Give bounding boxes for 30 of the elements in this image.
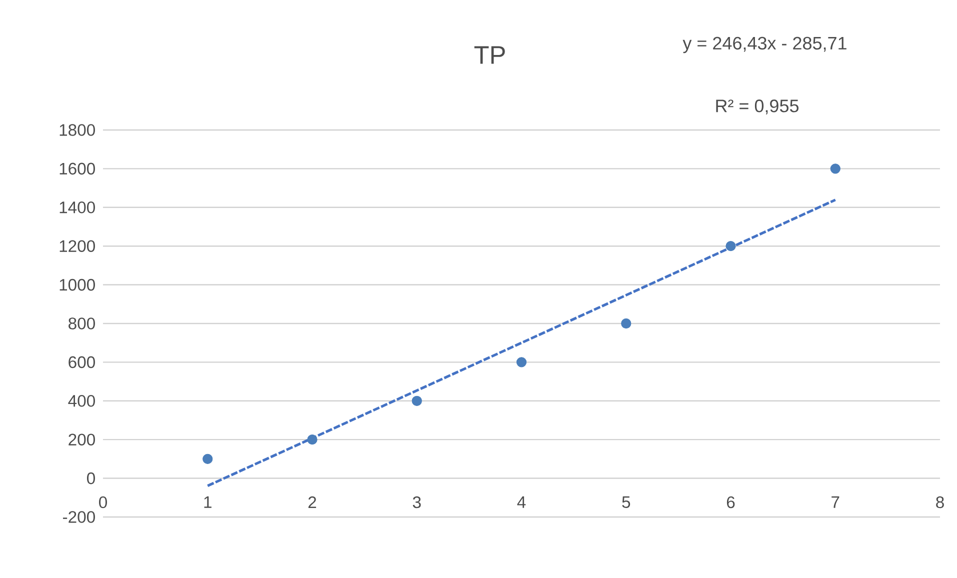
- y-tick-label: 200: [68, 434, 95, 446]
- point: [830, 164, 840, 174]
- point: [621, 318, 632, 329]
- x-tick-label: 4: [517, 496, 526, 508]
- x-tick-label: 6: [726, 496, 735, 508]
- text: y = 246,43x - 285,71: [682, 36, 846, 54]
- chart-title: TP: [474, 46, 505, 64]
- point: [516, 357, 527, 368]
- y-tick-label: 1000: [60, 278, 95, 291]
- x-tick-label: 7: [832, 496, 840, 508]
- x-tick-label: 5: [622, 496, 630, 508]
- y-tick-label: 1800: [60, 124, 95, 136]
- text: R² = 0,955: [716, 100, 799, 114]
- x-tick-label: 3: [412, 496, 421, 508]
- y-tick-label: 0: [87, 472, 95, 484]
- y-tick-label: 800: [68, 318, 95, 330]
- x-tick-label: 1: [204, 496, 212, 508]
- y-tick-label: 1600: [60, 162, 95, 175]
- y-tick-label: 1400: [60, 202, 95, 214]
- point: [412, 396, 422, 406]
- point: [726, 241, 736, 252]
- y-tick-label: -200: [63, 511, 95, 523]
- x-tick-label: 2: [308, 496, 316, 508]
- x-tick-label: 8: [936, 496, 944, 508]
- x-tick-label: 0: [99, 496, 107, 508]
- y-tick-label: 1200: [60, 240, 95, 252]
- y-tick-label: 400: [68, 394, 95, 407]
- point: [307, 434, 318, 445]
- point: [202, 454, 213, 464]
- y-tick-label: 600: [68, 356, 95, 368]
